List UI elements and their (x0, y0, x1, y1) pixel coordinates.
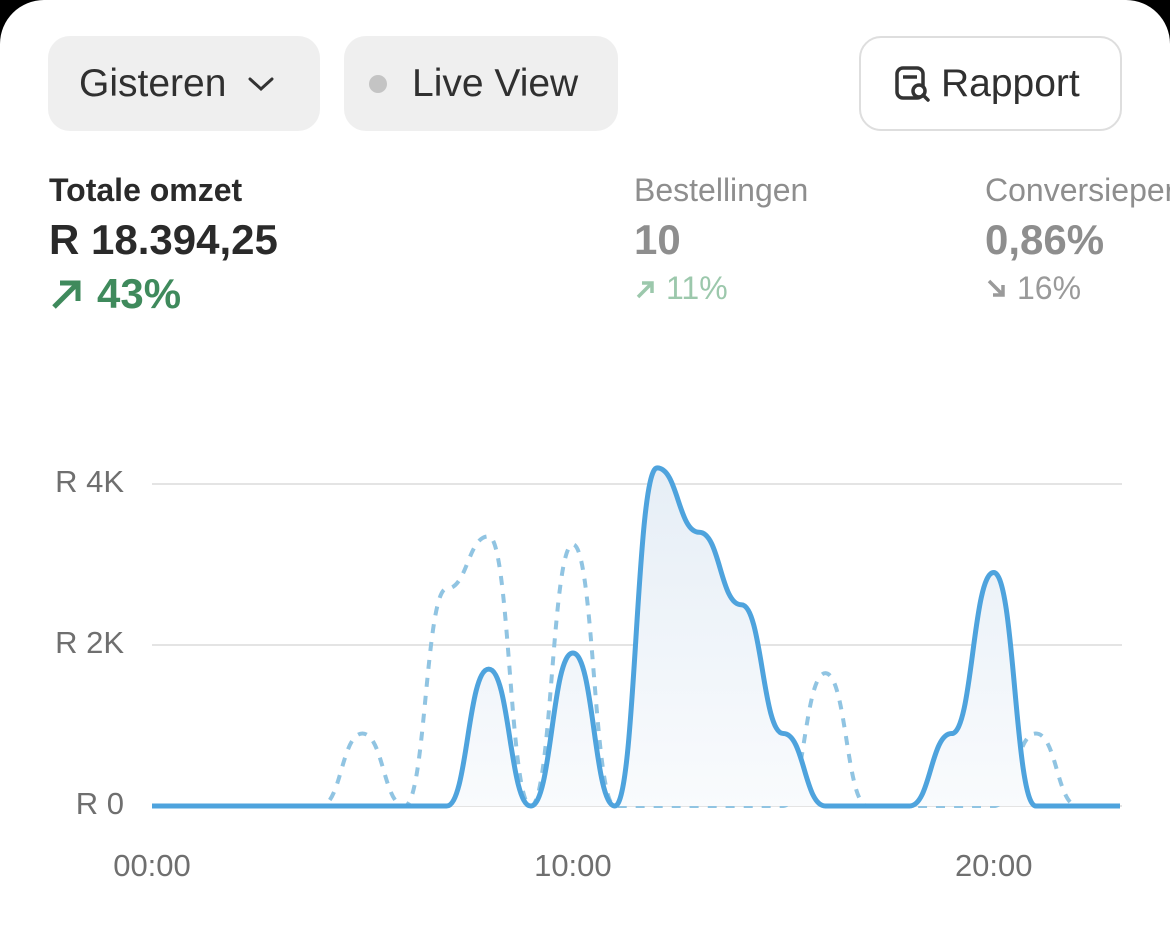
x-tick-label: 10:00 (534, 848, 612, 883)
metric[interactable]: Bestellingen 10 11% (634, 172, 808, 307)
x-tick-label: 00:00 (113, 848, 191, 883)
metric-label: Totale omzet (49, 172, 243, 208)
metric-change: 43% (97, 270, 182, 317)
metric-change-row: 43% (49, 270, 278, 318)
metric-value: R 18.394,25 (49, 216, 278, 263)
metric-change-row: 16% (985, 270, 1170, 307)
metric-change: 16% (1017, 270, 1082, 306)
arrow-down-icon (987, 279, 1005, 297)
report-icon (895, 65, 930, 102)
arrow-up-icon (52, 280, 81, 309)
chevron-icon (248, 77, 274, 91)
metric-label: Conversiepercentage (985, 172, 1170, 208)
metric-value: 0,86% (985, 216, 1105, 263)
status-dot (369, 74, 387, 93)
live-view-button[interactable]: Live View (344, 36, 618, 131)
metric-value: 10 (634, 216, 681, 263)
report-label: Rapport (941, 61, 1080, 105)
x-tick-label: 20:00 (955, 848, 1033, 883)
series-line (152, 465, 1120, 809)
metric[interactable]: Totale omzet R 18.394,25 43% (49, 172, 278, 318)
y-tick-label: R 0 (76, 786, 124, 821)
y-tick-label: R 2K (55, 625, 124, 660)
live-label: Live View (412, 61, 579, 105)
metric-change-row: 11% (634, 270, 808, 307)
y-tick-label: R 4K (55, 464, 124, 499)
metric-change: 11% (666, 270, 728, 306)
arrow-up-icon (636, 280, 654, 298)
period-button[interactable]: Gisteren (48, 36, 320, 131)
report-button[interactable]: Rapport (859, 36, 1122, 131)
period-label: Gisteren (79, 61, 227, 105)
metric[interactable]: Conversiepercentage 0,86% 16% (985, 172, 1170, 307)
metric-label: Bestellingen (634, 172, 809, 208)
